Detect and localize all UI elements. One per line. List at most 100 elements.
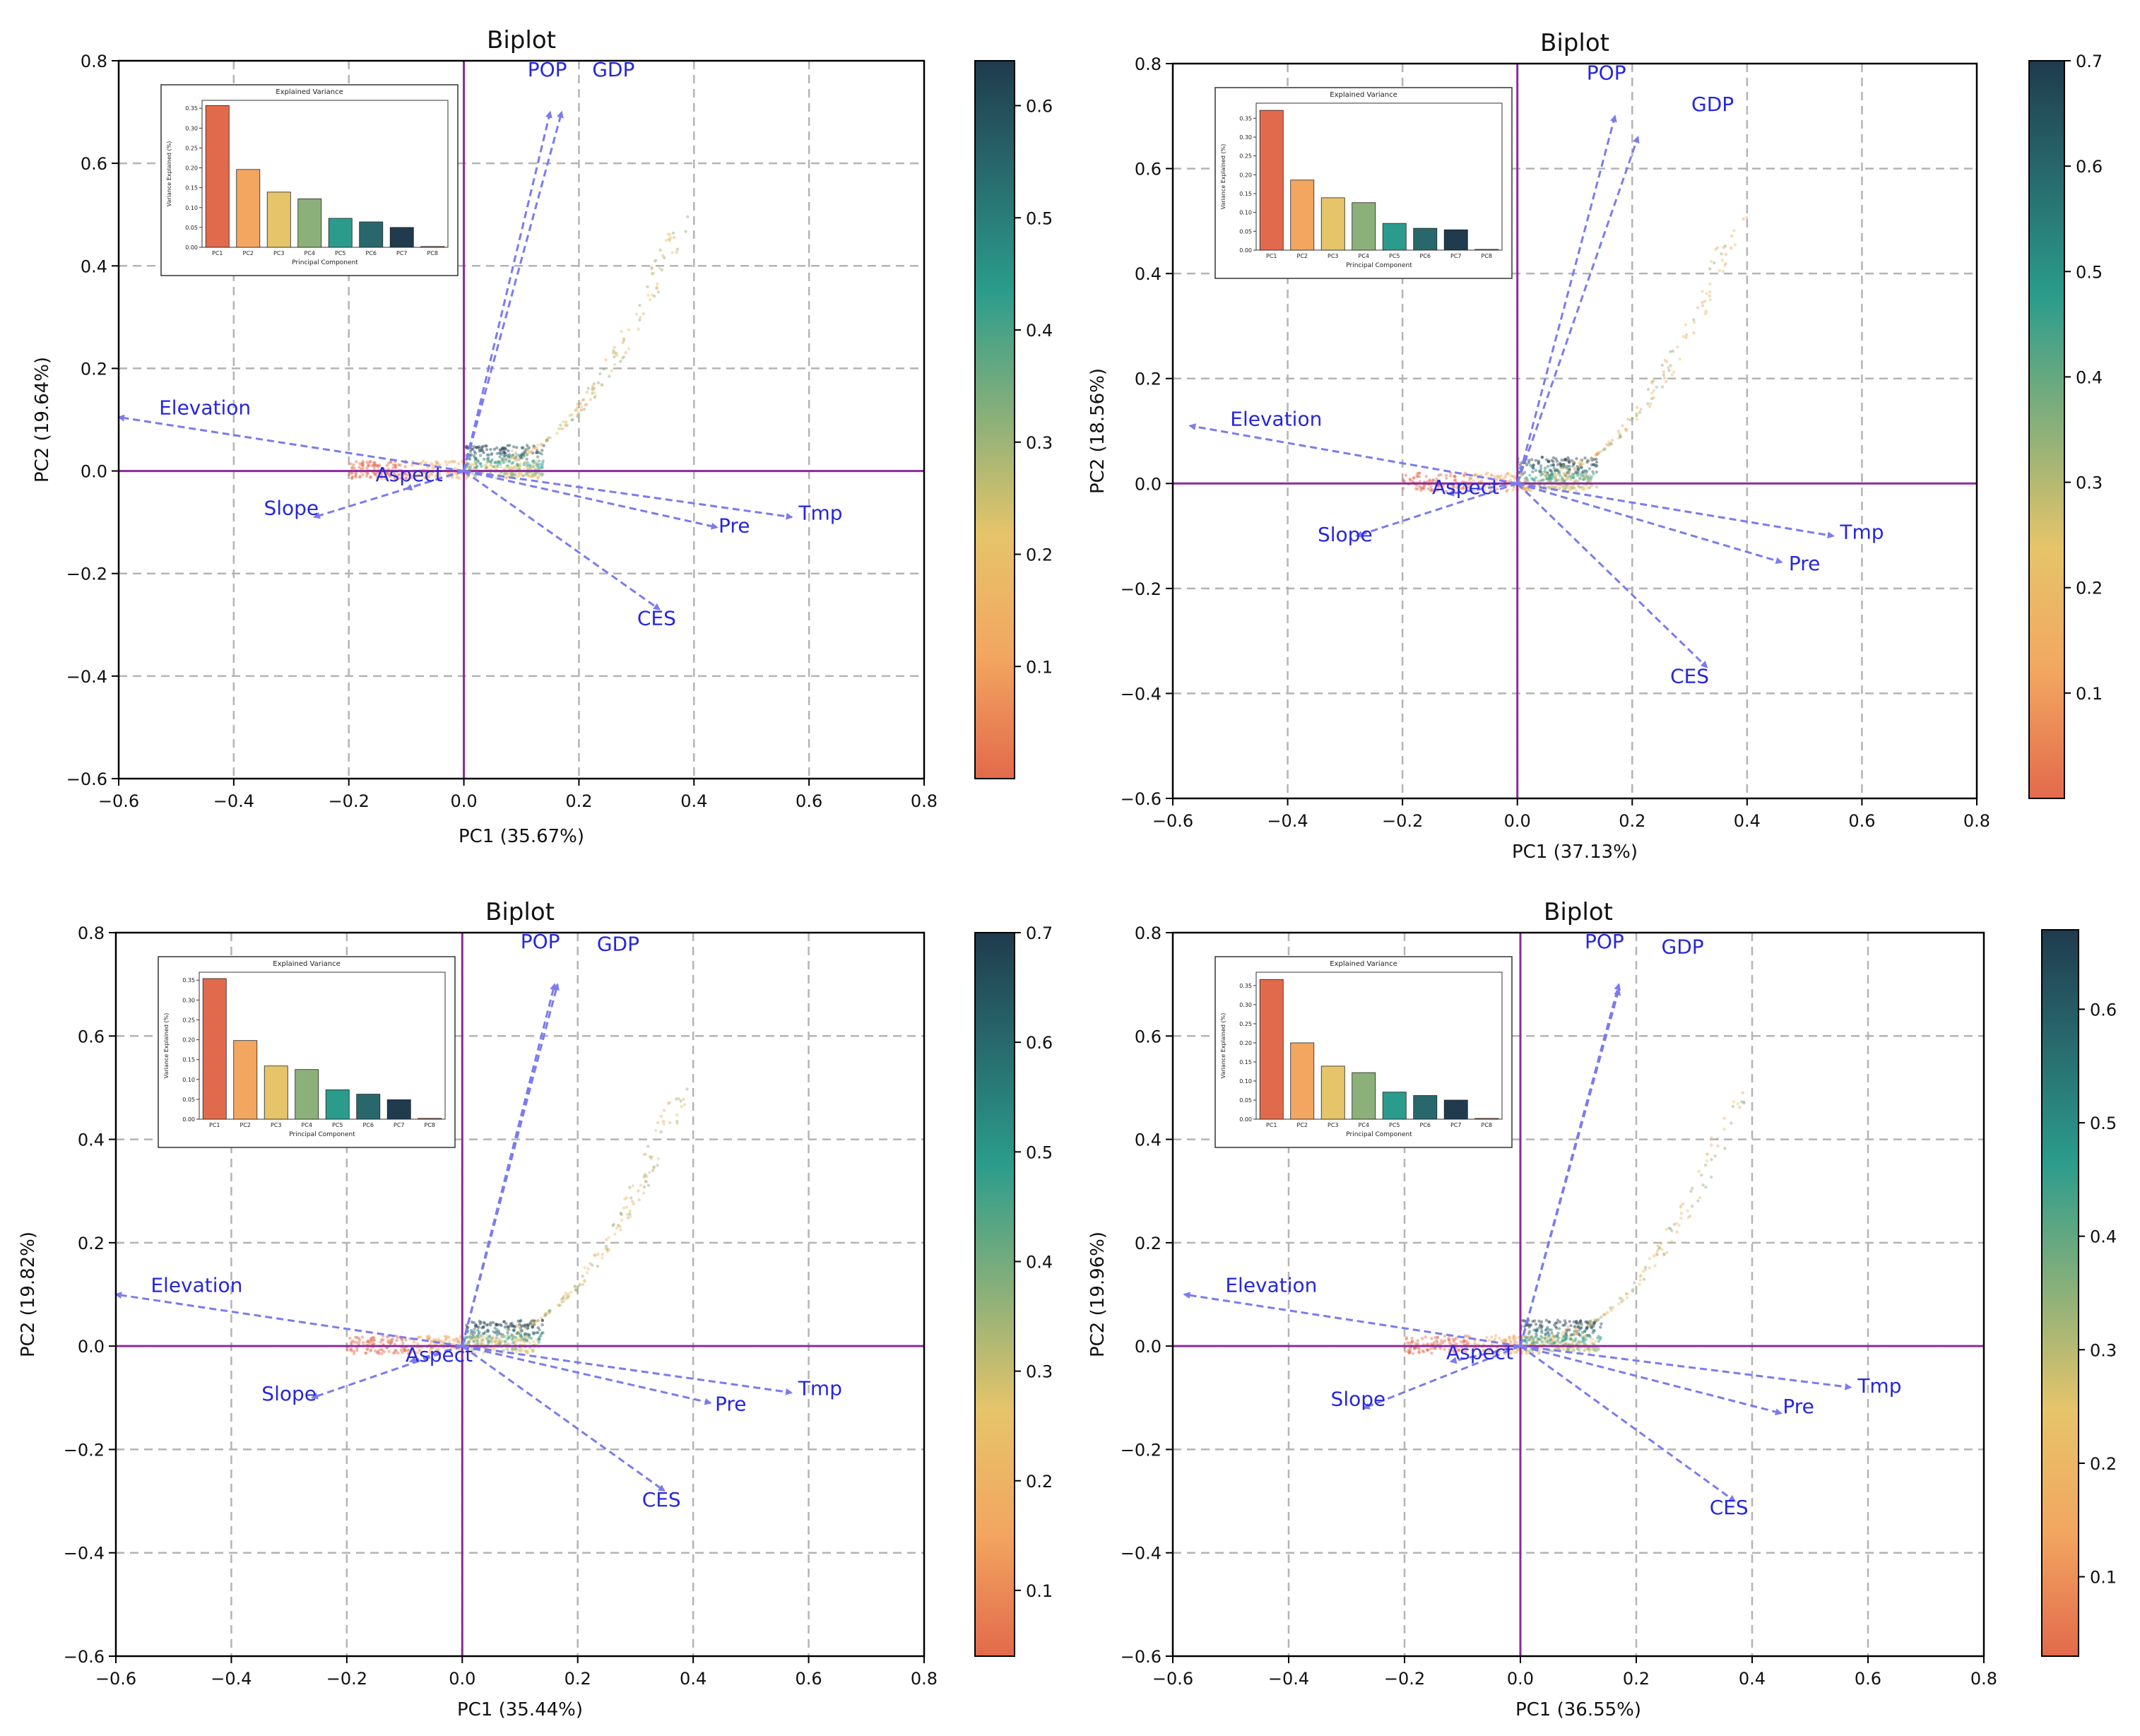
inset-explained-variance: Explained Variance0.000.050.100.150.200.… <box>158 956 456 1148</box>
score-point <box>1670 1229 1674 1233</box>
score-point <box>360 1335 365 1339</box>
score-point <box>1436 484 1440 488</box>
score-point <box>1578 477 1582 480</box>
score-point <box>380 467 384 471</box>
score-point <box>535 1330 539 1335</box>
score-point <box>1569 472 1573 476</box>
score-point <box>581 398 584 402</box>
score-point <box>1697 1169 1701 1174</box>
score-point <box>430 461 433 466</box>
score-point <box>563 424 567 427</box>
score-point <box>1547 477 1551 481</box>
score-point <box>645 1174 649 1179</box>
score-point <box>1477 484 1481 488</box>
inset-y-tick-label: 0.20 <box>185 165 198 172</box>
score-point <box>375 1351 379 1354</box>
score-point <box>1520 461 1523 465</box>
score-point <box>540 473 544 478</box>
score-point <box>367 463 370 468</box>
score-point <box>1574 478 1578 482</box>
score-point <box>365 474 369 478</box>
inset-x-tick-label: PC5 <box>1389 1122 1400 1128</box>
score-point <box>1566 476 1570 479</box>
score-point <box>517 454 521 457</box>
score-point <box>513 1325 517 1329</box>
inset-y-tick-label: 0.00 <box>1239 1116 1252 1123</box>
score-point <box>446 1335 450 1338</box>
score-point <box>530 1323 534 1327</box>
score-point <box>1638 1282 1641 1286</box>
score-point <box>1446 1337 1450 1340</box>
y-tick-label: −0.6 <box>64 1647 105 1667</box>
score-point <box>481 1325 485 1329</box>
score-point <box>1429 1347 1432 1351</box>
score-point <box>1576 1325 1580 1329</box>
score-point <box>1595 463 1598 467</box>
inset-bar-pc7 <box>1443 229 1468 251</box>
score-point <box>1412 476 1415 480</box>
score-point <box>1422 487 1426 490</box>
loading-arrow-ces <box>1516 483 1708 668</box>
score-point <box>586 1267 590 1271</box>
score-point <box>671 231 675 235</box>
score-point <box>668 232 672 236</box>
score-point <box>1677 1224 1681 1227</box>
score-point <box>388 473 391 477</box>
score-point <box>502 471 507 475</box>
score-point <box>1646 387 1650 391</box>
score-point <box>528 450 532 454</box>
score-point <box>1561 476 1564 480</box>
score-point <box>1523 486 1526 490</box>
score-point <box>473 466 476 469</box>
score-point <box>1564 478 1568 481</box>
score-point <box>1563 479 1566 483</box>
score-point <box>434 460 438 463</box>
score-point <box>403 472 406 476</box>
score-point <box>354 472 358 476</box>
chart-title: Biplot <box>1544 898 1613 926</box>
score-point <box>1718 268 1722 273</box>
score-point <box>1742 217 1745 221</box>
score-point <box>1551 1334 1556 1338</box>
colorbar-tick-label: 0.1 <box>1026 657 1053 677</box>
score-point <box>1530 458 1534 461</box>
score-point <box>372 463 376 467</box>
score-point <box>1420 1337 1424 1340</box>
score-point <box>524 1332 528 1336</box>
score-point <box>586 386 590 390</box>
score-point <box>489 461 493 465</box>
score-point <box>593 1253 598 1258</box>
score-point <box>1558 471 1561 474</box>
score-point <box>445 463 449 466</box>
score-point <box>1564 474 1568 478</box>
inset-y-tick-label: 0.05 <box>1239 1097 1252 1104</box>
score-point <box>509 456 513 460</box>
score-point <box>520 446 524 450</box>
score-point <box>524 1340 528 1344</box>
score-point <box>1713 1154 1717 1158</box>
loading-arrow-pre <box>1517 482 1783 565</box>
y-tick-label: 0.2 <box>81 359 107 379</box>
score-point <box>1559 468 1563 472</box>
score-point <box>507 460 511 463</box>
score-point <box>396 1351 400 1355</box>
score-point <box>379 1340 382 1344</box>
y-tick-label: −0.4 <box>64 1544 105 1564</box>
inset-y-tick-label: 0.25 <box>182 1017 195 1023</box>
inset-x-tick-label: PC4 <box>1359 253 1370 259</box>
loading-label-tmp: Tmp <box>1857 1374 1901 1398</box>
score-point <box>566 1294 570 1299</box>
score-point <box>507 456 511 459</box>
score-point <box>486 456 490 460</box>
score-point <box>511 1323 514 1328</box>
score-point <box>1596 452 1600 456</box>
loading-label-ces: CES <box>637 606 676 630</box>
score-point <box>668 1121 672 1125</box>
score-point <box>1571 1341 1575 1345</box>
score-point <box>1554 486 1558 490</box>
score-point <box>502 449 505 453</box>
score-point <box>632 1202 635 1206</box>
score-point <box>477 1332 480 1336</box>
inset-x-tick-label: PC5 <box>335 250 346 256</box>
score-point <box>473 1334 478 1338</box>
